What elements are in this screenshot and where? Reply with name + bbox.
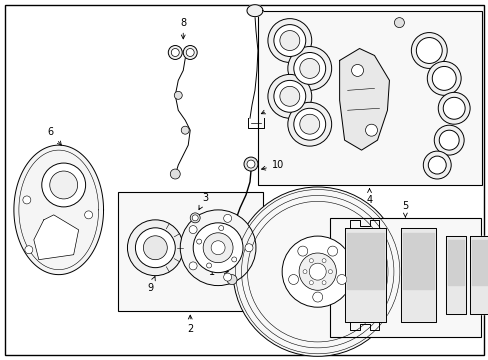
Circle shape xyxy=(437,92,469,124)
Circle shape xyxy=(293,108,325,140)
Circle shape xyxy=(431,67,455,90)
Text: 1: 1 xyxy=(208,267,228,276)
Circle shape xyxy=(174,91,182,99)
Circle shape xyxy=(410,32,447,68)
Bar xyxy=(118,192,263,311)
Circle shape xyxy=(297,246,307,256)
Circle shape xyxy=(206,263,211,268)
Circle shape xyxy=(322,281,325,285)
Text: 7: 7 xyxy=(261,103,276,114)
Circle shape xyxy=(25,246,33,254)
Circle shape xyxy=(171,49,179,57)
Polygon shape xyxy=(446,236,465,315)
Polygon shape xyxy=(344,228,386,323)
Circle shape xyxy=(244,244,252,252)
Circle shape xyxy=(135,228,175,268)
Circle shape xyxy=(308,263,325,280)
Circle shape xyxy=(211,241,224,255)
Circle shape xyxy=(279,31,299,50)
Polygon shape xyxy=(469,236,488,315)
Circle shape xyxy=(231,257,236,262)
Circle shape xyxy=(303,270,306,274)
Polygon shape xyxy=(339,49,388,150)
Polygon shape xyxy=(14,145,103,275)
Circle shape xyxy=(309,258,313,263)
Circle shape xyxy=(244,157,258,171)
Text: 4: 4 xyxy=(366,189,372,205)
Text: 8: 8 xyxy=(180,18,186,39)
Polygon shape xyxy=(346,233,384,289)
Polygon shape xyxy=(403,233,433,289)
Text: 6: 6 xyxy=(48,127,61,145)
Bar xyxy=(258,11,481,185)
Polygon shape xyxy=(246,5,263,17)
Polygon shape xyxy=(401,228,435,323)
Polygon shape xyxy=(471,240,487,285)
Circle shape xyxy=(189,226,197,234)
Circle shape xyxy=(273,80,305,112)
Text: 10: 10 xyxy=(261,160,284,170)
Circle shape xyxy=(183,45,197,59)
Circle shape xyxy=(279,86,299,106)
Circle shape xyxy=(23,196,31,204)
Circle shape xyxy=(192,215,198,221)
Circle shape xyxy=(246,160,254,168)
Text: 5: 5 xyxy=(402,201,407,217)
Circle shape xyxy=(351,64,363,76)
Circle shape xyxy=(299,253,336,290)
Text: 3: 3 xyxy=(199,193,208,210)
Circle shape xyxy=(181,126,189,134)
Circle shape xyxy=(233,187,402,356)
Circle shape xyxy=(143,236,167,260)
Circle shape xyxy=(442,97,464,119)
Circle shape xyxy=(427,156,446,174)
Circle shape xyxy=(196,239,201,244)
Circle shape xyxy=(282,236,352,307)
Circle shape xyxy=(226,275,237,285)
Polygon shape xyxy=(447,240,463,285)
Circle shape xyxy=(288,275,298,284)
Circle shape xyxy=(127,220,183,276)
Circle shape xyxy=(267,75,311,118)
Circle shape xyxy=(168,45,182,59)
Circle shape xyxy=(322,258,325,263)
Circle shape xyxy=(41,163,85,207)
Circle shape xyxy=(223,215,231,222)
Circle shape xyxy=(223,273,231,281)
Circle shape xyxy=(423,151,450,179)
Circle shape xyxy=(299,114,319,134)
Circle shape xyxy=(299,58,319,78)
Circle shape xyxy=(50,171,78,199)
Circle shape xyxy=(218,226,223,230)
Circle shape xyxy=(186,49,194,57)
Polygon shape xyxy=(34,215,79,260)
Text: 9: 9 xyxy=(147,276,155,293)
Circle shape xyxy=(427,62,460,95)
Circle shape xyxy=(327,246,337,256)
Bar xyxy=(329,218,480,337)
Circle shape xyxy=(190,213,200,223)
Circle shape xyxy=(267,19,311,62)
Circle shape xyxy=(438,130,458,150)
Circle shape xyxy=(394,18,404,28)
Circle shape xyxy=(287,102,331,146)
Circle shape xyxy=(365,124,377,136)
Circle shape xyxy=(336,275,346,284)
Circle shape xyxy=(415,37,441,63)
Circle shape xyxy=(84,211,92,219)
Circle shape xyxy=(312,292,322,302)
Circle shape xyxy=(203,233,233,263)
Circle shape xyxy=(293,53,325,84)
Circle shape xyxy=(180,210,255,285)
Circle shape xyxy=(328,270,332,274)
Circle shape xyxy=(433,125,463,155)
Circle shape xyxy=(273,24,305,57)
Text: 2: 2 xyxy=(187,315,193,334)
Circle shape xyxy=(309,281,313,285)
Circle shape xyxy=(193,223,243,273)
Circle shape xyxy=(287,46,331,90)
Circle shape xyxy=(189,262,197,270)
Circle shape xyxy=(170,169,180,179)
